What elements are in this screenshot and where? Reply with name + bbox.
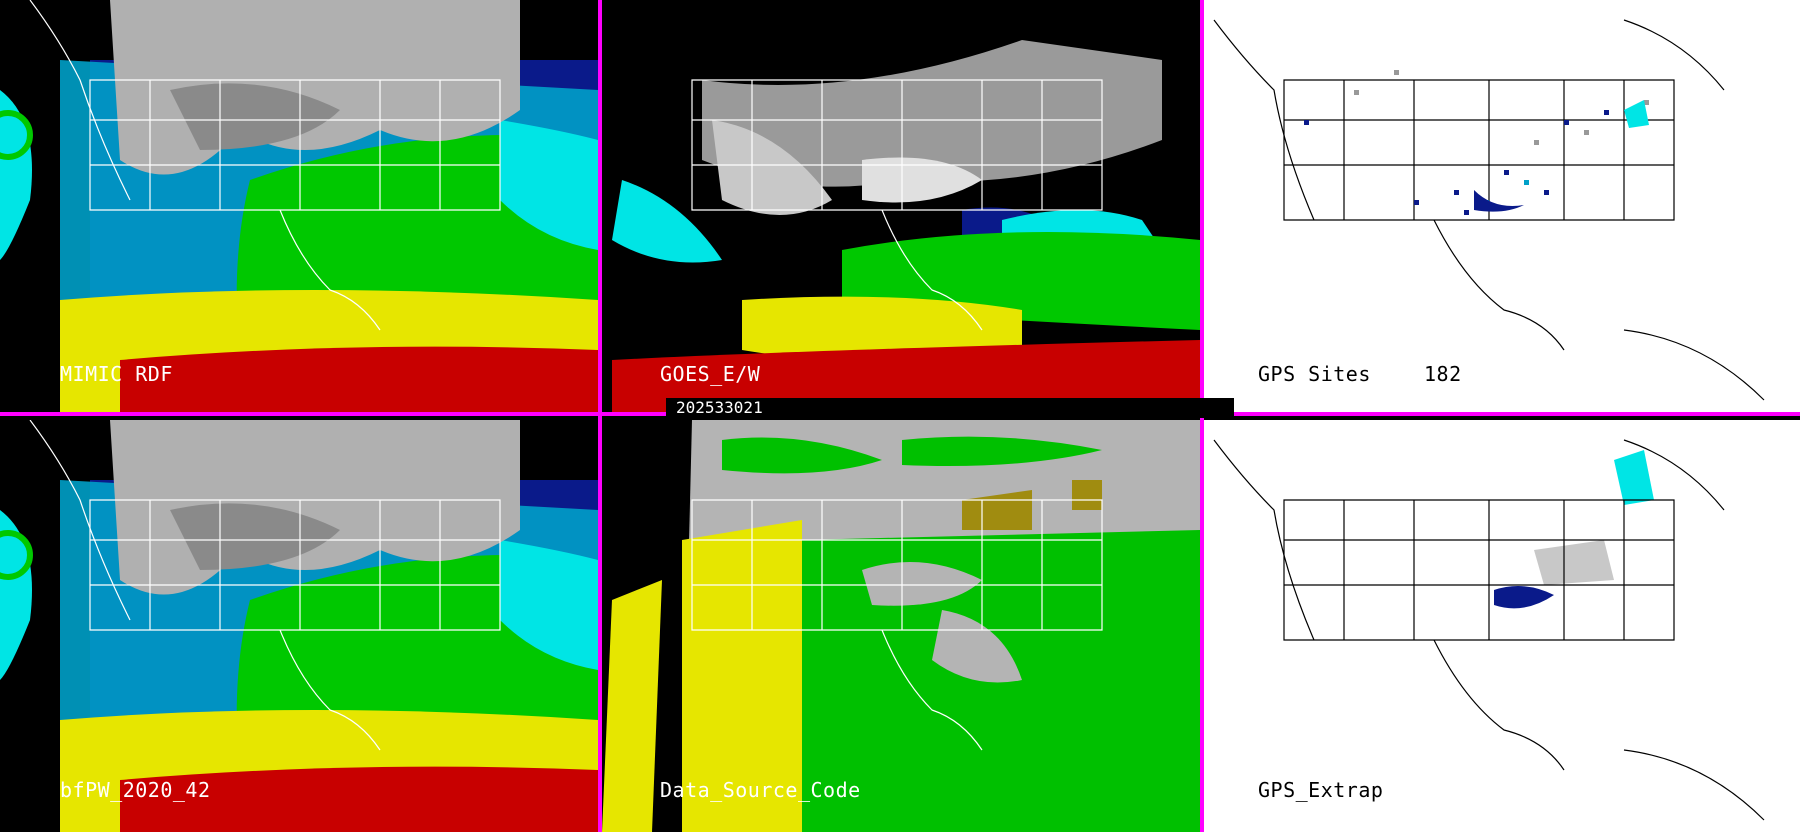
mimic-rdf-map: [0, 0, 598, 412]
divider-horizontal-left: [0, 412, 666, 416]
gps-sites-map: [1204, 0, 1800, 412]
timestamp-bar: 202533021: [666, 398, 1234, 418]
panel-goes: GOES_E/W: [602, 0, 1200, 412]
panel-label-gps-sites: GPS Sites: [1258, 362, 1371, 386]
divider-vertical-left: [598, 0, 602, 832]
goes-map: [602, 0, 1200, 412]
panel-label-mimic-rdf: MIMIC RDF: [60, 362, 173, 386]
panel-mimic-rdf: MIMIC RDF: [0, 0, 598, 412]
panel-label-data-source-code: Data_Source_Code: [660, 778, 861, 802]
gps-site-markers: [1304, 70, 1649, 215]
panel-label-gps-extrap: GPS_Extrap: [1258, 778, 1384, 802]
bfpw-map: [0, 420, 598, 832]
panel-label-bfpw: bfPW_2020_42: [60, 778, 211, 802]
panel-data-source-code: Data_Source_Code: [602, 420, 1200, 832]
gps-site-count: 182: [1424, 362, 1462, 386]
panel-label-goes: GOES_E/W: [660, 362, 761, 386]
gps-extrap-map: [1204, 420, 1800, 832]
panel-bfpw: bfPW_2020_42: [0, 420, 598, 832]
data-source-code-map: [602, 420, 1200, 832]
panel-gps-sites: GPS Sites 182: [1204, 0, 1800, 412]
divider-horizontal-right: [1224, 412, 1800, 416]
panel-gps-extrap: GPS_Extrap: [1204, 420, 1800, 832]
